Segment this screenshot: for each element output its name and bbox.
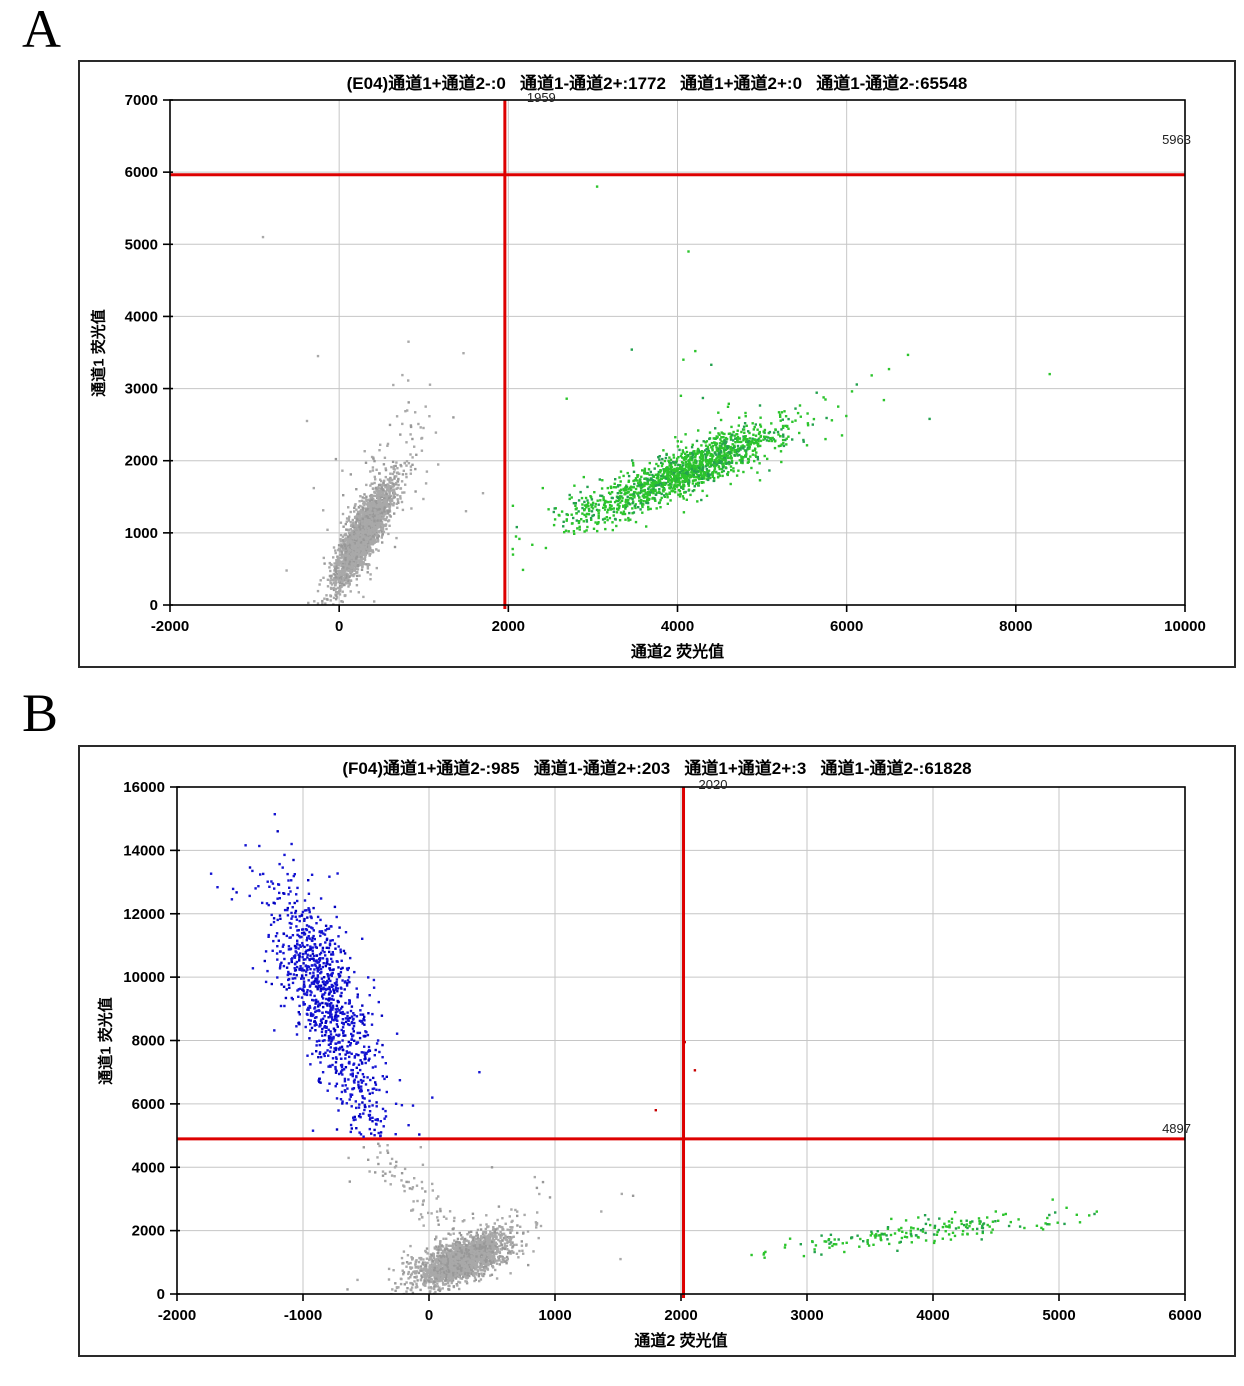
- panel-label-b: B: [22, 683, 59, 743]
- y-tick-label: 7000: [125, 92, 158, 109]
- panel-label-a: A: [22, 0, 61, 59]
- x-tick-label: -1000: [284, 1307, 322, 1324]
- scatter-panel-a: (E04)通道1+通道2-:0 通道1-通道2+:1772 通道1+通道2+:0…: [78, 60, 1236, 668]
- x-tick-label: 4000: [916, 1307, 949, 1324]
- x-tick-label: 4000: [661, 618, 694, 635]
- x-tick-label: 0: [335, 618, 343, 635]
- y-tick-label: 6000: [132, 1096, 165, 1113]
- x-tick-label: 10000: [1164, 618, 1206, 635]
- scatter-plot-a: -2000 0 2000 4000 6000 8000 10000 0 1000 2000 3000…: [125, 92, 1206, 635]
- x-tick-label: 8000: [999, 618, 1032, 635]
- y-tick-label: 6000: [125, 164, 158, 181]
- chart-title-b: (F04)通道1+通道2-:985 通道1-通道2+:203 通道1+通道2+:…: [342, 759, 972, 778]
- y-tick-label: 3000: [125, 381, 158, 398]
- x-tick-label: 1000: [538, 1307, 571, 1324]
- vline-value-label-a: 1959: [526, 90, 556, 105]
- x-tick-label: 3000: [790, 1307, 823, 1324]
- hline-value-label-a: 5963: [1162, 131, 1191, 147]
- chart-title-a: (E04)通道1+通道2-:0 通道1-通道2+:1772 通道1+通道2+:0…: [346, 74, 968, 93]
- y-tick-label: 0: [150, 597, 158, 614]
- scatter-points: [209, 813, 1098, 1294]
- x-tick-label: 2000: [492, 618, 525, 635]
- x-axis-title-b: 通道2 荧光值: [634, 1333, 728, 1350]
- x-tick-label: -2000: [158, 1307, 196, 1324]
- y-tick-label: 12000: [123, 906, 165, 923]
- y-tick-label: 16000: [123, 779, 165, 796]
- y-tick-label: 4000: [125, 308, 158, 325]
- x-tick-label: 6000: [1168, 1307, 1201, 1324]
- x-tick-label: 0: [425, 1307, 433, 1324]
- y-tick-label: 2000: [125, 453, 158, 470]
- x-tick-label: 2000: [664, 1307, 697, 1324]
- x-tick-label: 5000: [1042, 1307, 1075, 1324]
- scatter-points: [261, 185, 1051, 605]
- vline-value-label-b: 2020: [698, 777, 728, 792]
- x-axis-title-a: 通道2 荧光值: [630, 644, 725, 661]
- y-tick-label: 0: [157, 1286, 165, 1303]
- hline-value-label-b: 4897: [1162, 1120, 1191, 1136]
- y-tick-label: 1000: [125, 525, 158, 542]
- scatter-plot-b: -2000 -1000 0 1000 2000 3000 4000 5000 6000 0 2000…: [123, 779, 1201, 1324]
- x-tick-label: -2000: [151, 618, 189, 635]
- y-tick-label: 5000: [125, 236, 158, 253]
- y-tick-label: 2000: [132, 1223, 165, 1240]
- y-tick-label: 10000: [123, 969, 165, 986]
- scatter-panel-b: (F04)通道1+通道2-:985 通道1-通道2+:203 通道1+通道2+:…: [78, 745, 1236, 1357]
- y-tick-label: 8000: [132, 1033, 165, 1050]
- y-tick-label: 14000: [123, 842, 165, 859]
- y-axis-title-a: 通道1 荧光值: [90, 308, 108, 397]
- y-tick-label: 4000: [132, 1159, 165, 1176]
- y-axis-title-b: 通道1 荧光值: [97, 996, 115, 1085]
- x-tick-label: 6000: [830, 618, 863, 635]
